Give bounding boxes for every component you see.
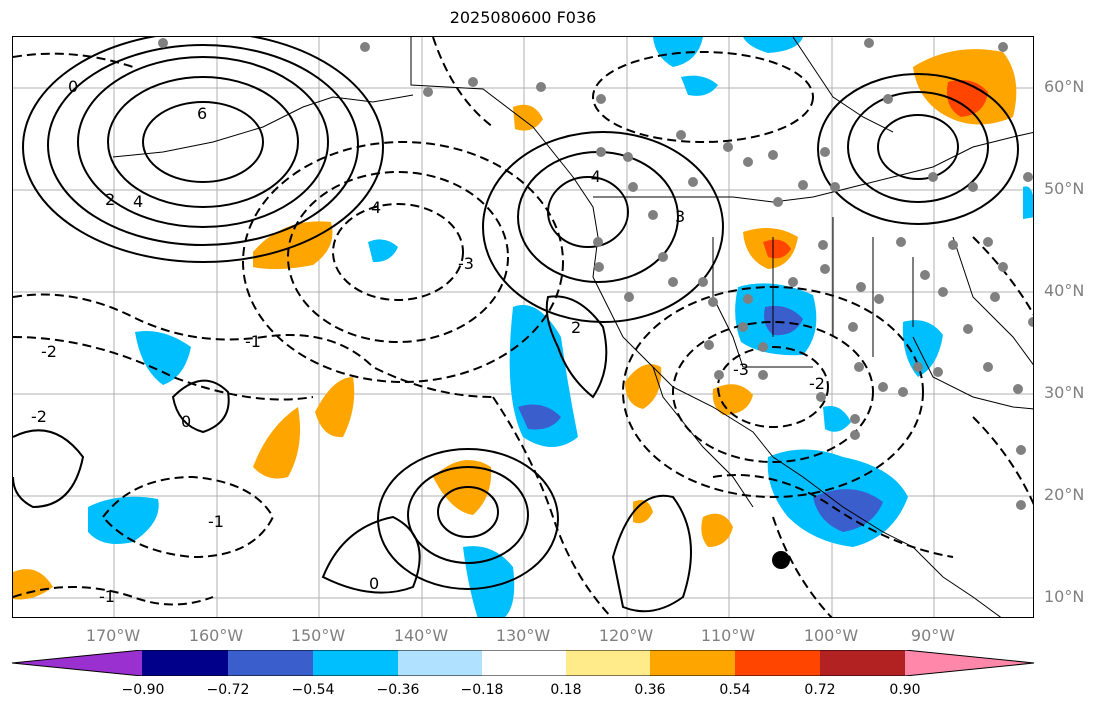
colorbar-segment [566,650,650,676]
contour-label: 0 [181,412,191,431]
contour-label: -4 [585,167,601,186]
colorbar-tick: −0.36 [376,682,420,698]
station-dots [158,38,1033,510]
lon-label-170w: 170°W [85,626,141,645]
contour-label: -2 [809,374,825,393]
shaded-anomalies [13,37,1033,617]
colorbar-tick: 0.90 [889,682,921,698]
colorbar-segment [735,650,820,676]
map-panel: 6 4 2 0 -1 -2 -3 4 -4 3 2 0 -1 -2 -3 0 -… [12,36,1034,618]
colorbar-tick: 0.72 [804,682,836,698]
contour-label: -3 [733,360,749,379]
colorbar-tick: 0.54 [719,682,751,698]
coastlines [112,37,1033,617]
contour-label: -2 [41,342,57,361]
colorbar-tick: 0.18 [550,682,582,698]
contour-label: -3 [458,254,474,273]
colorbar-tick: −0.54 [291,682,335,698]
contour-label: 0 [68,77,78,96]
lon-label-150w: 150°W [290,626,346,645]
colorbar-tick: −0.72 [206,682,250,698]
solid-contours [13,37,1019,613]
lat-label-40n: 40°N [1044,281,1085,300]
lat-label-20n: 20°N [1044,485,1085,504]
marker-dot [772,551,790,569]
map-canvas: 6 4 2 0 -1 -2 -3 4 -4 3 2 0 -1 -2 -3 0 -… [13,37,1033,617]
lon-label-130w: 130°W [495,626,551,645]
contour-label: 2 [105,190,115,209]
lon-label-110w: 110°W [700,626,756,645]
lon-label-90w: 90°W [910,626,956,645]
contour-label: 4 [133,192,143,211]
lon-label-140w: 140°W [393,626,449,645]
colorbar-segment [482,650,566,676]
contour-label: -1 [208,512,224,531]
contour-label: 6 [197,104,207,123]
colorbar-segment [142,650,228,676]
lon-label-120w: 120°W [598,626,654,645]
contour-label: -1 [245,332,261,351]
colorbar-segment [820,650,905,676]
lat-label-60n: 60°N [1044,77,1085,96]
lat-label-30n: 30°N [1044,383,1085,402]
contour-label: 4 [371,198,381,217]
dashed-contours [13,37,1033,617]
colorbar-segment [228,650,313,676]
colorbar-segment [313,650,398,676]
plot-title: 2025080600 F036 [449,8,597,27]
colorbar-right-extension [905,650,1034,676]
lat-label-50n: 50°N [1044,179,1085,198]
contour-label: -2 [31,407,47,426]
colorbar-tick: −0.90 [121,682,165,698]
lat-label-10n: 10°N [1044,587,1085,606]
colorbar-segment [398,650,482,676]
colorbar-tick: 0.36 [634,682,666,698]
contour-label: -1 [99,587,115,606]
contour-label: 2 [571,318,581,337]
colorbar-left-extension [12,650,142,676]
lon-label-100w: 100°W [803,626,859,645]
colorbar-segment [650,650,735,676]
colorbar-tick: −0.18 [460,682,504,698]
lon-label-160w: 160°W [188,626,244,645]
contour-label: 3 [675,207,685,226]
contour-label: 0 [369,574,379,593]
contour-labels: 6 4 2 0 -1 -2 -3 4 -4 3 2 0 -1 -2 -3 0 -… [31,77,825,606]
colorbar [12,650,1035,676]
